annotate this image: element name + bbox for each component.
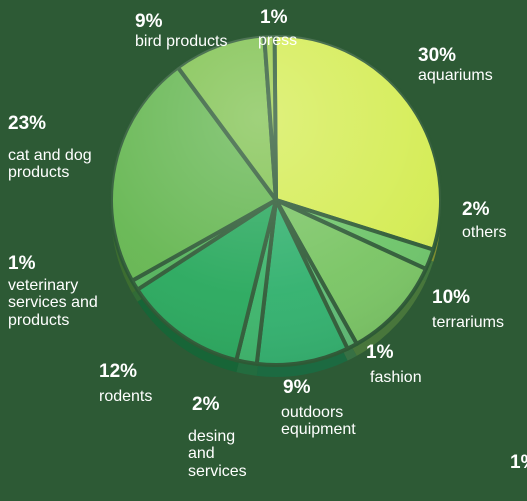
slice-label-press: 1% press <box>258 7 298 49</box>
slice-value-outdoors: 9% <box>283 377 311 398</box>
slice-label-others: 2% others <box>462 199 507 241</box>
slice-value-terrariums: 10% <box>432 287 471 308</box>
slice-value-veterinary: 1% <box>8 253 36 274</box>
slice-value-aquariums: 30% <box>418 45 457 66</box>
slice-name-desing: desing and services <box>188 427 247 481</box>
slice-name-aquariums: aquariums <box>418 66 493 84</box>
slice-label-terrariums: 10% terrariums <box>432 287 505 331</box>
slice-value-fashion: 1% <box>366 342 394 363</box>
slice-value-desing: 2% <box>192 394 220 415</box>
slice-label-veterinary: 1% veterinary services and products <box>8 253 123 330</box>
slice-name-bird-products: bird products <box>135 32 228 50</box>
slice-name-fashion: fashion <box>370 368 422 386</box>
slice-name-others: others <box>462 223 507 241</box>
slice-label-cat-dog: 23% cat and dog products <box>8 113 118 182</box>
slice-value-rodents: 12% <box>99 361 138 382</box>
slice-name-outdoors: outdoors equipment <box>281 403 356 439</box>
slice-name-terrariums: terrariums <box>432 313 505 331</box>
slice-name-press: press <box>258 31 298 49</box>
stray-value-label: 1% <box>510 452 527 473</box>
slice-name-veterinary: veterinary services and products <box>8 276 98 330</box>
slice-label-bird-products: 9% bird products <box>135 11 245 50</box>
slice-value-press: 1% <box>260 7 288 28</box>
slice-value-bird-products: 9% <box>135 11 163 32</box>
slice-label-rodents: 12% rodents <box>99 361 153 405</box>
slice-label-desing: 2% desing and services <box>188 394 258 481</box>
slice-label-outdoors: 9% outdoors equipment <box>281 377 381 439</box>
slice-value-cat-dog: 23% <box>8 113 47 134</box>
slice-name-rodents: rodents <box>99 387 153 405</box>
slice-value-others: 2% <box>462 199 490 220</box>
slice-label-fashion: 1% fashion <box>366 342 422 386</box>
slice-name-cat-dog: cat and dog products <box>8 146 92 182</box>
slice-label-aquariums: 30% aquariums <box>418 45 493 84</box>
